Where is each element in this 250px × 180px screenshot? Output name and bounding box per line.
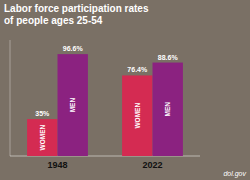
series-label: MEN [164, 102, 171, 117]
x-tick-label: 1948 [47, 160, 67, 170]
series-label: WOMEN [134, 103, 141, 129]
series-label: WOMEN [39, 124, 46, 150]
data-label: 96.6% [63, 45, 84, 52]
data-label: 35% [35, 110, 50, 117]
labels: 35% WOMEN 76.4% WOMEN 96.6% MEN 88.6% MEN [35, 45, 178, 150]
annotation: dol.gov [223, 170, 246, 178]
y-axis-line [10, 40, 11, 156]
bar [122, 75, 152, 156]
bar [153, 63, 183, 156]
data-label: 76.4% [127, 66, 148, 73]
chart: Labor force participation ratesof people… [0, 0, 250, 180]
bar [27, 119, 57, 156]
bar [58, 54, 88, 156]
series-label: MEN [69, 98, 76, 113]
data-label: 88.6% [158, 54, 179, 61]
subtitle: of people ages 25-54 [4, 15, 103, 26]
bars [27, 54, 183, 156]
title: Labor force participation rates [4, 3, 149, 14]
x-tick-label: 2022 [142, 160, 162, 170]
